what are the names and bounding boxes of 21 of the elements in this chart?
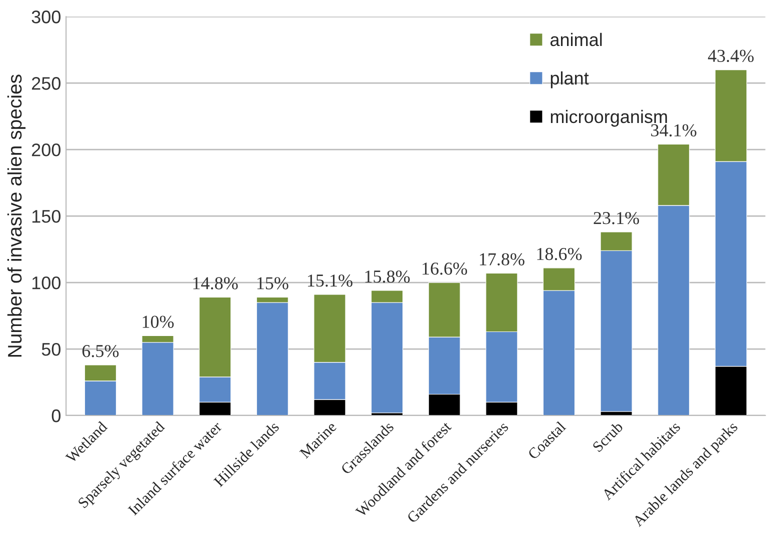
y-tick-label: 50: [42, 342, 60, 356]
annotation: 14.8%: [193, 277, 238, 290]
annotation: 6.5%: [82, 344, 119, 358]
annotation: 10%: [142, 316, 174, 328]
annotation: 23.1%: [594, 212, 640, 224]
annotation: 15.8%: [365, 270, 410, 283]
annotation: 18.6%: [537, 248, 582, 260]
y-axis-title: Number of invasive alien species: [7, 74, 26, 357]
legend-label: plant: [550, 71, 589, 88]
annotation: 15%: [257, 277, 288, 290]
y-tick-label: 100: [32, 276, 60, 290]
annotation: 17.8%: [480, 253, 524, 266]
legend-label: animal: [550, 32, 602, 46]
annotation: 43.4%: [708, 50, 754, 62]
y-tick-label: 0: [52, 409, 60, 422]
annotation: 15.1%: [308, 274, 352, 287]
y-tick-label: 200: [32, 144, 60, 156]
y-tick-label: 300: [32, 10, 60, 24]
y-tick-label: 250: [32, 77, 60, 90]
y-tick-label: 150: [32, 210, 60, 223]
annotation: 16.6%: [422, 262, 468, 275]
